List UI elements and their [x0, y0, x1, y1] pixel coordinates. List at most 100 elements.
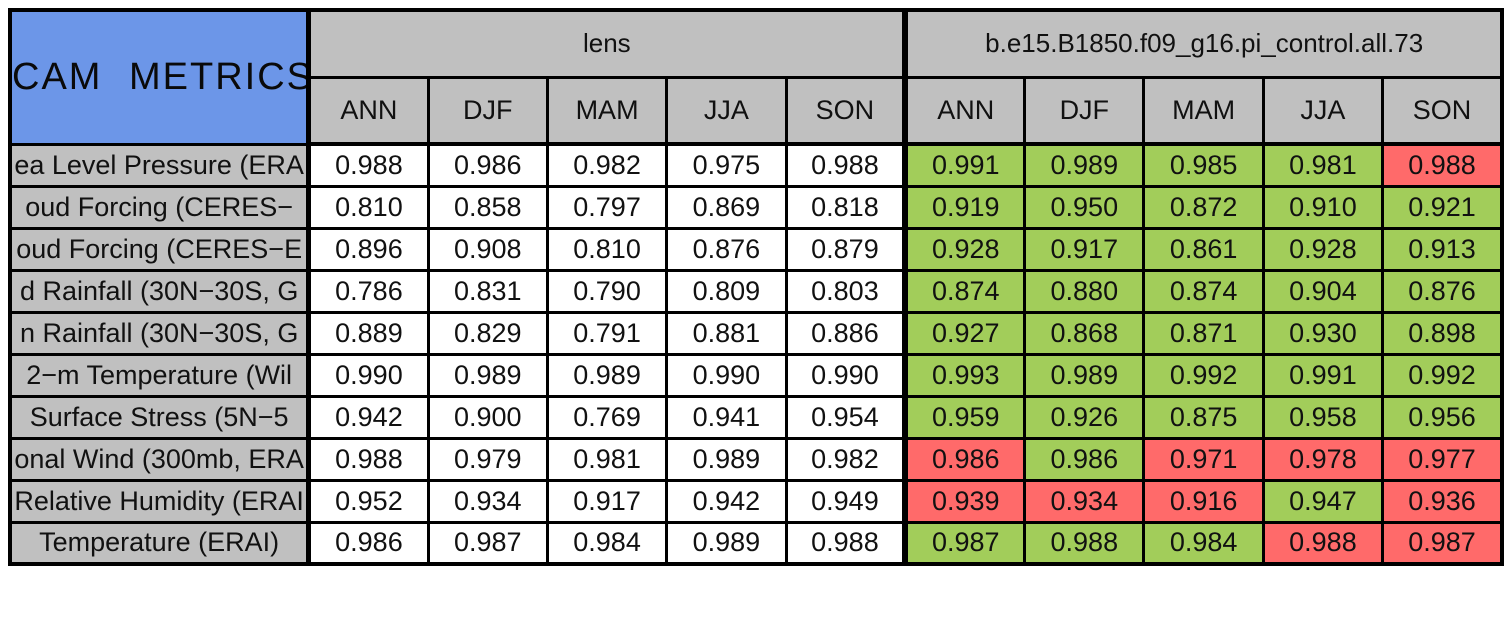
control-value-cell: 0.991	[902, 142, 1027, 188]
control-value-cell: 0.988	[1023, 520, 1146, 566]
table-row: d Rainfall (30N−30S, G 0.786 0.831 0.790 0.8…	[8, 268, 1504, 314]
metric-label-cell: ea Level Pressure (ERA	[8, 142, 312, 188]
control-value-cell: 0.874	[1142, 268, 1265, 314]
control-value-cell: 0.986	[902, 436, 1027, 482]
control-value-cell: 0.930	[1261, 310, 1385, 356]
metrics-body: ea Level Pressure (ERA 0.988 0.986 0.982 0.9…	[8, 142, 1504, 566]
lens-value-cell: 0.979	[426, 436, 549, 482]
table-row: Surface Stress (5N−5 0.942 0.900 0.769 0.941…	[8, 394, 1504, 440]
control-value-cell: 0.926	[1023, 394, 1146, 440]
metric-label-cell: Surface Stress (5N−5	[8, 394, 312, 440]
control-value-cell: 0.936	[1381, 478, 1504, 524]
control-value-cell: 0.917	[1023, 226, 1146, 272]
control-value-cell: 0.992	[1142, 352, 1265, 398]
lens-value-cell: 0.791	[545, 310, 669, 356]
control-value-cell: 0.959	[902, 394, 1027, 440]
lens-value-cell: 0.858	[426, 184, 549, 230]
lens-value-cell: 0.942	[665, 478, 788, 524]
cam-metrics-table: CAM METRICS lens b.e15.B1850.f09_g16.pi_…	[8, 8, 1504, 566]
season-header-ann: ANN	[306, 75, 430, 146]
metric-label-cell: d Rainfall (30N−30S, G	[8, 268, 312, 314]
control-value-cell: 0.919	[902, 184, 1027, 230]
lens-value-cell: 0.879	[784, 226, 907, 272]
table-row: n Rainfall (30N−30S, G 0.889 0.829 0.791 0.8…	[8, 310, 1504, 356]
control-value-cell: 0.988	[1381, 142, 1504, 188]
lens-value-cell: 0.818	[784, 184, 907, 230]
table-row: Temperature (ERAI) 0.986 0.987 0.984 0.989 0.…	[8, 520, 1504, 566]
lens-value-cell: 0.908	[426, 226, 549, 272]
control-value-cell: 0.947	[1261, 478, 1385, 524]
metric-label-cell: Relative Humidity (ERAI	[8, 478, 312, 524]
table-row: onal Wind (300mb, ERA 0.988 0.979 0.981 0.98…	[8, 436, 1504, 482]
lens-value-cell: 0.797	[545, 184, 669, 230]
control-value-cell: 0.991	[1261, 352, 1385, 398]
control-value-cell: 0.939	[902, 478, 1027, 524]
control-value-cell: 0.986	[1023, 436, 1146, 482]
model-header-row: CAM METRICS lens b.e15.B1850.f09_g16.pi_…	[8, 8, 1504, 146]
table-row: oud Forcing (CERES−E 0.896 0.908 0.810 0.876…	[8, 226, 1504, 272]
control-value-cell: 0.910	[1261, 184, 1385, 230]
lens-value-cell: 0.987	[426, 520, 549, 566]
control-value-cell: 0.989	[1023, 142, 1146, 188]
control-value-cell: 0.871	[1142, 310, 1265, 356]
control-value-cell: 0.981	[1261, 142, 1385, 188]
lens-value-cell: 0.988	[784, 520, 907, 566]
season-header-son: SON	[1381, 75, 1504, 146]
lens-value-cell: 0.896	[306, 226, 430, 272]
lens-value-cell: 0.989	[665, 436, 788, 482]
control-value-cell: 0.898	[1381, 310, 1504, 356]
lens-value-cell: 0.988	[784, 142, 907, 188]
control-value-cell: 0.985	[1142, 142, 1265, 188]
control-value-cell: 0.950	[1023, 184, 1146, 230]
lens-value-cell: 0.831	[426, 268, 549, 314]
control-value-cell: 0.880	[1023, 268, 1146, 314]
control-value-cell: 0.987	[1381, 520, 1504, 566]
lens-value-cell: 0.989	[426, 352, 549, 398]
model-header-control: b.e15.B1850.f09_g16.pi_control.all.73	[902, 8, 1504, 79]
table-row: 2−m Temperature (Wil 0.990 0.989 0.989 0.990…	[8, 352, 1504, 398]
lens-value-cell: 0.988	[306, 142, 430, 188]
control-value-cell: 0.934	[1023, 478, 1146, 524]
control-value-cell: 0.988	[1261, 520, 1385, 566]
season-header-son: SON	[784, 75, 907, 146]
model-header-lens: lens	[306, 8, 907, 79]
lens-value-cell: 0.790	[545, 268, 669, 314]
season-header-jja: JJA	[1261, 75, 1385, 146]
lens-value-cell: 0.803	[784, 268, 907, 314]
lens-value-cell: 0.941	[665, 394, 788, 440]
lens-value-cell: 0.989	[665, 520, 788, 566]
lens-value-cell: 0.975	[665, 142, 788, 188]
season-header-jja: JJA	[665, 75, 788, 146]
metric-label-cell: 2−m Temperature (Wil	[8, 352, 312, 398]
metric-label-cell: n Rainfall (30N−30S, G	[8, 310, 312, 356]
control-value-cell: 0.928	[902, 226, 1027, 272]
control-value-cell: 0.984	[1142, 520, 1265, 566]
lens-value-cell: 0.810	[545, 226, 669, 272]
lens-value-cell: 0.984	[545, 520, 669, 566]
control-value-cell: 0.921	[1381, 184, 1504, 230]
lens-value-cell: 0.989	[545, 352, 669, 398]
lens-value-cell: 0.954	[784, 394, 907, 440]
control-value-cell: 0.872	[1142, 184, 1265, 230]
lens-value-cell: 0.934	[426, 478, 549, 524]
control-value-cell: 0.993	[902, 352, 1027, 398]
lens-value-cell: 0.881	[665, 310, 788, 356]
season-header-ann: ANN	[902, 75, 1027, 146]
page-title: CAM METRICS	[12, 55, 309, 98]
season-header-djf: DJF	[1023, 75, 1146, 146]
control-value-cell: 0.992	[1381, 352, 1504, 398]
control-value-cell: 0.956	[1381, 394, 1504, 440]
control-value-cell: 0.928	[1261, 226, 1385, 272]
lens-value-cell: 0.990	[665, 352, 788, 398]
season-header-djf: DJF	[426, 75, 549, 146]
control-value-cell: 0.876	[1381, 268, 1504, 314]
lens-value-cell: 0.990	[784, 352, 907, 398]
control-value-cell: 0.913	[1381, 226, 1504, 272]
lens-value-cell: 0.917	[545, 478, 669, 524]
control-value-cell: 0.904	[1261, 268, 1385, 314]
metrics-header: CAM METRICS lens b.e15.B1850.f09_g16.pi_…	[8, 8, 1504, 146]
table-row: Relative Humidity (ERAI 0.952 0.934 0.917 0.…	[8, 478, 1504, 524]
metric-label-cell: oud Forcing (CERES−	[8, 184, 312, 230]
control-value-cell: 0.971	[1142, 436, 1265, 482]
control-value-cell: 0.927	[902, 310, 1027, 356]
